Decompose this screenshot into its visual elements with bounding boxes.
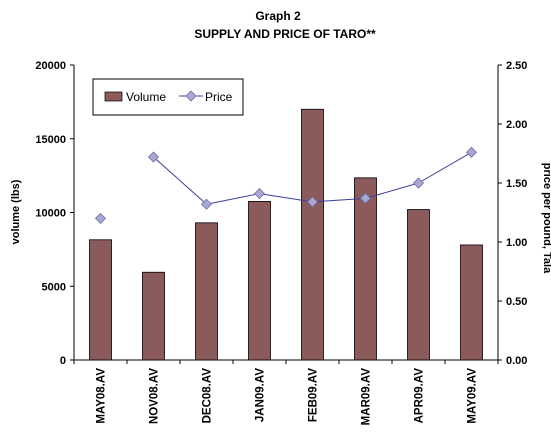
price-line-segment — [259, 193, 313, 203]
bar-volume — [142, 271, 165, 361]
x-tick-label: APR09.AV — [414, 368, 426, 424]
chart-title: Graph 2 — [255, 9, 301, 23]
x-tick-label: MAR09.AV — [361, 368, 373, 426]
bar-volume — [460, 244, 483, 361]
y2-tick-label: 2.00 — [506, 119, 527, 131]
x-tick-label: DEC08.AV — [202, 368, 214, 424]
y2-tick-label: 0.00 — [506, 355, 527, 367]
y-tick-label: 10000 — [35, 208, 66, 220]
price-line-segment — [153, 156, 207, 205]
price-marker — [253, 188, 266, 200]
y2-tick-label: 1.50 — [506, 178, 527, 190]
y-axis-label: volume (lbs) — [10, 179, 22, 244]
y2-tick-label: 2.50 — [506, 60, 527, 72]
x-tick-label: MAY09.AV — [467, 368, 479, 424]
x-tick-label: JAN09.AV — [255, 368, 267, 422]
x-tick-label: NOV08.AV — [149, 368, 161, 424]
legend-volume-swatch — [104, 91, 123, 102]
legend-price-marker — [185, 90, 197, 102]
bar-volume — [89, 239, 112, 361]
bar-volume — [301, 108, 324, 361]
y-tick-label: 15000 — [35, 134, 66, 146]
y2-axis-label: price per pound, Tala — [541, 163, 551, 274]
bar-volume — [407, 209, 430, 361]
y-tick-label: 5000 — [42, 281, 66, 293]
bar-volume — [354, 177, 377, 361]
y2-tick-label: 1.00 — [506, 237, 527, 249]
y-tick-label: 0 — [60, 355, 66, 367]
legend: Volume Price — [92, 78, 244, 116]
price-line-segment — [312, 197, 366, 203]
chart-subtitle: SUPPLY AND PRICE OF TARO** — [194, 27, 376, 41]
x-tick-label: FEB09.AV — [308, 368, 320, 422]
price-marker — [412, 177, 425, 189]
price-marker — [147, 151, 160, 163]
price-marker — [94, 212, 107, 224]
y2-tick-label: 0.50 — [506, 296, 527, 308]
price-line-segment — [418, 151, 472, 184]
legend-price-label: Price — [205, 90, 233, 104]
price-marker — [465, 146, 478, 158]
price-marker — [200, 198, 213, 210]
price-line-segment — [206, 193, 260, 205]
price-marker — [306, 196, 319, 208]
price-marker — [359, 192, 372, 204]
x-tick-label: MAY08.AV — [96, 368, 108, 424]
bar-volume — [248, 201, 271, 361]
legend-volume-label: Volume — [126, 90, 166, 104]
price-line-segment — [365, 182, 419, 199]
bar-volume — [195, 222, 218, 361]
y-tick-label: 20000 — [35, 60, 66, 72]
